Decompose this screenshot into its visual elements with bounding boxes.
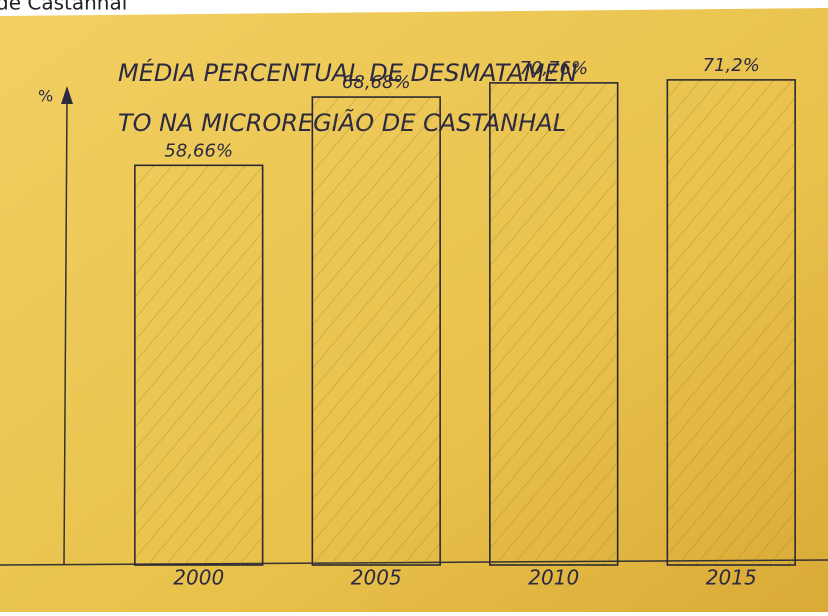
value-label: 68,68% (342, 72, 411, 93)
y-axis-label: % (38, 87, 53, 106)
bar-hatch (135, 165, 263, 565)
bar-hatch (667, 80, 795, 565)
value-label: 58,66% (164, 140, 233, 161)
page: de Castanhal MÉDIA PERCENTUAL DE DESMATA… (0, 0, 828, 612)
bar-hatch (490, 83, 618, 565)
caption: de Castanhal (0, 0, 127, 15)
value-label: 71,2% (703, 55, 760, 76)
value-label: 70,76% (519, 58, 588, 79)
bar-hatch (312, 97, 440, 565)
chart: de Castanhal MÉDIA PERCENTUAL DE DESMATA… (0, 0, 828, 612)
x-tick-label: 2015 (706, 566, 757, 590)
x-tick-label: 2000 (173, 566, 224, 590)
x-tick-label: 2010 (528, 566, 579, 590)
x-tick-label: 2005 (351, 566, 402, 590)
